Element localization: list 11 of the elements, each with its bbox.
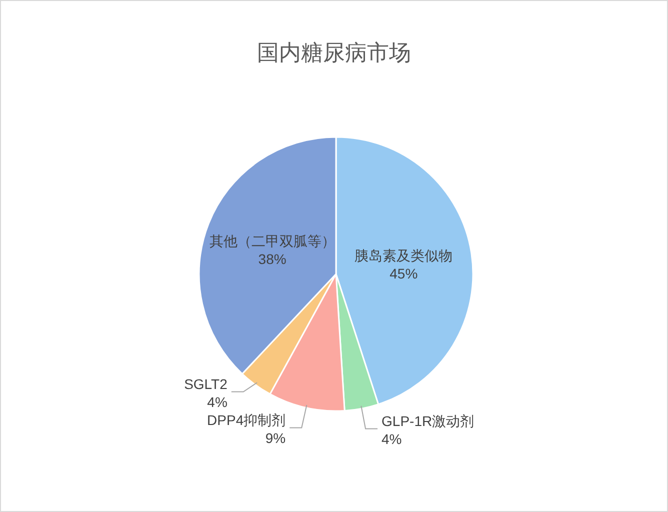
slice-label: SGLT2 [184, 376, 228, 392]
data-label: 38% [258, 250, 286, 267]
data-label: 45% [390, 265, 418, 282]
slice-label: DPP4抑制剂 [207, 412, 286, 428]
slice-label: 胰岛素及类似物 [354, 247, 453, 264]
slice-label: 其他（二甲双胍等） [209, 232, 336, 249]
data-label: 4% [382, 430, 402, 447]
slice-label: GLP-1R激动剂 [382, 412, 474, 429]
chart-title: 国内糖尿病市场 [257, 40, 411, 65]
data-label: 4% [207, 394, 228, 410]
data-label: 9% [265, 430, 286, 446]
